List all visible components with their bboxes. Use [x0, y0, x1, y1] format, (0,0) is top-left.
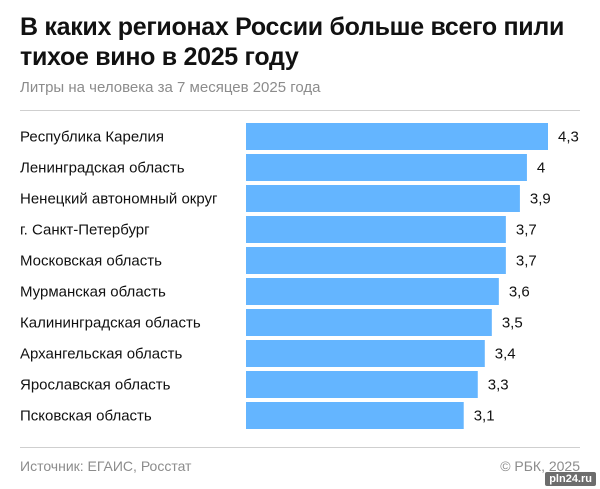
- value-label: 3,1: [474, 408, 495, 425]
- value-label: 4: [537, 160, 545, 177]
- bar: [246, 216, 506, 243]
- source-note: Источник: ЕГАИС, Росстат: [20, 458, 192, 474]
- top-divider: [20, 110, 580, 111]
- value-label: 3,5: [502, 315, 523, 332]
- category-label: Ярославская область: [20, 377, 171, 394]
- category-label: Ленинградская область: [20, 160, 185, 177]
- value-label: 3,3: [488, 377, 509, 394]
- bar: [246, 278, 499, 305]
- value-label: 3,7: [516, 253, 537, 270]
- bar: [246, 340, 485, 367]
- bar: [246, 185, 520, 212]
- value-label: 3,4: [495, 346, 516, 363]
- category-label: Республика Карелия: [20, 129, 164, 146]
- value-label: 3,6: [509, 284, 530, 301]
- bar: [246, 402, 464, 429]
- site-watermark: pln24.ru: [545, 472, 596, 486]
- bar-chart: Республика Карелия 4,3 Ленинградская облас…: [20, 123, 579, 429]
- category-label: Мурманская область: [20, 284, 166, 301]
- value-label: 3,7: [516, 222, 537, 239]
- bar: [246, 154, 527, 181]
- category-label: Архангельская область: [20, 346, 182, 363]
- value-label: 4,3: [558, 129, 579, 146]
- category-label: Калининградская область: [20, 315, 201, 332]
- chart-title: В каких регионах России больше всего пил…: [20, 13, 565, 71]
- value-label: 3,9: [530, 191, 551, 208]
- bottom-divider: [20, 447, 580, 448]
- bar: [246, 123, 548, 150]
- bar: [246, 309, 492, 336]
- bar: [246, 371, 478, 398]
- category-label: Московская область: [20, 253, 162, 270]
- copyright-note: © РБК, 2025: [500, 458, 580, 474]
- category-label: Ненецкий автономный округ: [20, 191, 218, 208]
- category-label: г. Санкт-Петербург: [20, 222, 150, 239]
- chart-subtitle: Литры на человека за 7 месяцев 2025 года: [20, 79, 321, 96]
- bar: [246, 247, 506, 274]
- category-label: Псковская область: [20, 408, 152, 425]
